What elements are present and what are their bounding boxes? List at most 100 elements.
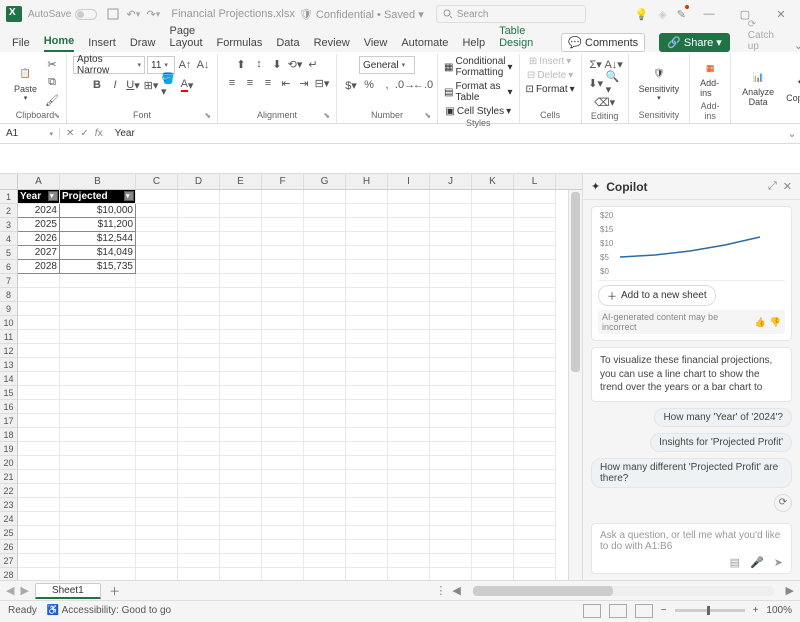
cell[interactable] <box>304 218 346 232</box>
cell[interactable] <box>60 386 136 400</box>
cell[interactable] <box>388 190 430 204</box>
cell[interactable] <box>60 512 136 526</box>
row-header[interactable]: 17 <box>0 414 18 428</box>
cell[interactable] <box>136 232 178 246</box>
cell[interactable] <box>136 204 178 218</box>
cell[interactable] <box>514 372 556 386</box>
col-header[interactable]: K <box>472 174 514 189</box>
fill-icon[interactable]: ⬇▾ <box>588 75 604 91</box>
cell[interactable] <box>514 414 556 428</box>
cell[interactable] <box>304 316 346 330</box>
cell[interactable] <box>220 512 262 526</box>
hscroll-thumb[interactable] <box>473 586 613 596</box>
cell[interactable] <box>430 414 472 428</box>
cell[interactable] <box>514 400 556 414</box>
scrollbar-thumb[interactable] <box>571 192 580 372</box>
cell[interactable] <box>514 540 556 554</box>
cell[interactable] <box>60 344 136 358</box>
cells[interactable]: YearProjected Profit2024$10,0002025$11,2… <box>18 190 568 580</box>
cell[interactable] <box>430 400 472 414</box>
align-middle-icon[interactable]: ↕ <box>251 56 267 72</box>
cell[interactable] <box>136 260 178 274</box>
cell[interactable] <box>304 428 346 442</box>
cell[interactable] <box>472 442 514 456</box>
tab-file[interactable]: File <box>12 34 30 52</box>
decrease-font-icon[interactable]: A↓ <box>195 57 211 73</box>
row-header[interactable]: 11 <box>0 330 18 344</box>
cell[interactable] <box>388 568 430 580</box>
cell[interactable] <box>472 246 514 260</box>
cell[interactable] <box>220 316 262 330</box>
cell[interactable] <box>472 330 514 344</box>
col-header[interactable]: J <box>430 174 472 189</box>
hscroll-left-icon[interactable]: ◀ <box>452 584 460 597</box>
cell[interactable] <box>430 204 472 218</box>
conditional-formatting-button[interactable]: ▦ Conditional Formatting ▾ <box>444 56 513 78</box>
row-header[interactable]: 15 <box>0 386 18 400</box>
cell[interactable] <box>60 554 136 568</box>
cell[interactable] <box>472 358 514 372</box>
wrap-text-icon[interactable]: ↵ <box>305 56 321 72</box>
cell[interactable] <box>304 400 346 414</box>
cell[interactable] <box>304 260 346 274</box>
paste-button[interactable]: 📋 Paste ▾ <box>10 62 41 104</box>
cell[interactable] <box>472 400 514 414</box>
cell[interactable]: Year <box>18 190 60 204</box>
cell[interactable] <box>430 274 472 288</box>
cell[interactable] <box>430 540 472 554</box>
filter-icon[interactable] <box>124 191 134 201</box>
cell[interactable] <box>136 484 178 498</box>
addins-button[interactable]: ▦Add-ins <box>696 56 724 100</box>
cell[interactable] <box>346 540 388 554</box>
row-header[interactable]: 5 <box>0 246 18 260</box>
cell[interactable] <box>60 400 136 414</box>
cell[interactable] <box>18 358 60 372</box>
cell[interactable] <box>304 288 346 302</box>
cell[interactable] <box>430 344 472 358</box>
cell[interactable] <box>388 526 430 540</box>
cell[interactable] <box>262 316 304 330</box>
row-header[interactable]: 19 <box>0 442 18 456</box>
indent-dec-icon[interactable]: ⇤ <box>278 75 294 91</box>
cell[interactable] <box>388 274 430 288</box>
cell[interactable] <box>430 428 472 442</box>
row-header[interactable]: 10 <box>0 316 18 330</box>
number-launcher[interactable]: ⬊ <box>424 111 431 120</box>
cell[interactable] <box>178 498 220 512</box>
sensitivity-button[interactable]: 🛡Sensitivity▾ <box>635 62 684 104</box>
row-header[interactable]: 18 <box>0 428 18 442</box>
cell[interactable] <box>304 554 346 568</box>
cell[interactable] <box>514 428 556 442</box>
cell[interactable] <box>220 302 262 316</box>
cell[interactable] <box>388 512 430 526</box>
cut-icon[interactable]: ✂ <box>44 57 60 73</box>
cell[interactable] <box>220 456 262 470</box>
border-icon[interactable]: ⊞▾ <box>143 77 159 93</box>
cell[interactable] <box>430 470 472 484</box>
cell[interactable] <box>262 358 304 372</box>
cell[interactable] <box>346 386 388 400</box>
mic-icon[interactable]: 🎤 <box>750 556 764 569</box>
cell[interactable] <box>262 470 304 484</box>
cell[interactable] <box>220 260 262 274</box>
cell[interactable] <box>346 330 388 344</box>
row-header[interactable]: 20 <box>0 456 18 470</box>
name-box[interactable]: A1▾ <box>0 128 60 139</box>
cell[interactable] <box>60 372 136 386</box>
cell[interactable] <box>430 386 472 400</box>
tab-help[interactable]: Help <box>462 34 485 52</box>
cell[interactable] <box>304 190 346 204</box>
tab-view[interactable]: View <box>364 34 388 52</box>
formula-input[interactable]: Year <box>109 128 784 139</box>
cell[interactable] <box>430 498 472 512</box>
cell[interactable] <box>178 274 220 288</box>
delete-cells-button[interactable]: ⊟ Delete ▾ <box>527 70 573 81</box>
cell[interactable] <box>136 456 178 470</box>
cell[interactable] <box>136 442 178 456</box>
cell[interactable] <box>262 484 304 498</box>
cell[interactable] <box>514 274 556 288</box>
vertical-scrollbar[interactable] <box>568 190 582 580</box>
cell[interactable] <box>60 442 136 456</box>
cell[interactable] <box>430 484 472 498</box>
cell[interactable] <box>178 414 220 428</box>
